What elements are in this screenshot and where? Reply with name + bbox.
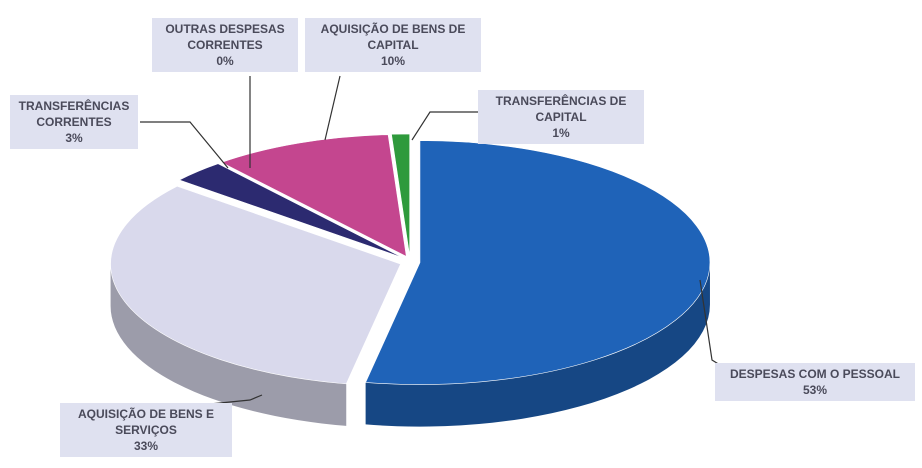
sides: [110, 262, 710, 427]
data-label: AQUISIÇÃO DE BENS E SERVIÇOS 33%: [60, 403, 232, 457]
value-label: 3%: [65, 131, 83, 145]
category-label: OUTRAS DESPESAS CORRENTES: [165, 22, 285, 52]
slice: [218, 163, 404, 258]
data-label: TRANSFERÊNCIAS CORRENTES 3%: [10, 95, 138, 149]
data-label: DESPESAS COM O PESSOAL 53%: [715, 363, 915, 401]
category-label: AQUISIÇÃO DE BENS DE CAPITAL: [320, 22, 466, 52]
slice-side: [110, 264, 347, 426]
data-label: TRANSFERÊNCIAS DE CAPITAL 1%: [478, 90, 644, 144]
tops: [110, 133, 711, 385]
slice-side: [365, 262, 710, 427]
slice: [178, 163, 404, 259]
data-label: AQUISIÇÃO DE BENS DE CAPITAL 10%: [305, 18, 481, 72]
value-label: 10%: [380, 54, 406, 68]
slice: [220, 134, 407, 257]
leader-line: [411, 111, 478, 141]
slice: [110, 185, 401, 385]
category-label: DESPESAS COM O PESSOAL: [729, 367, 901, 381]
category-label: TRANSFERÊNCIAS CORRENTES: [18, 99, 130, 129]
data-label: OUTRAS DESPESAS CORRENTES 0%: [152, 18, 298, 72]
slice: [365, 140, 711, 385]
leader-line: [324, 75, 341, 141]
category-label: AQUISIÇÃO DE BENS E SERVIÇOS: [77, 407, 215, 437]
leader-line: [140, 121, 229, 169]
value-label: 33%: [133, 439, 159, 453]
category-label: TRANSFERÊNCIAS DE CAPITAL: [495, 94, 627, 124]
value-label: 1%: [552, 126, 570, 140]
slice: [391, 133, 410, 257]
value-label: 53%: [802, 383, 828, 397]
value-label: 0%: [216, 54, 234, 68]
